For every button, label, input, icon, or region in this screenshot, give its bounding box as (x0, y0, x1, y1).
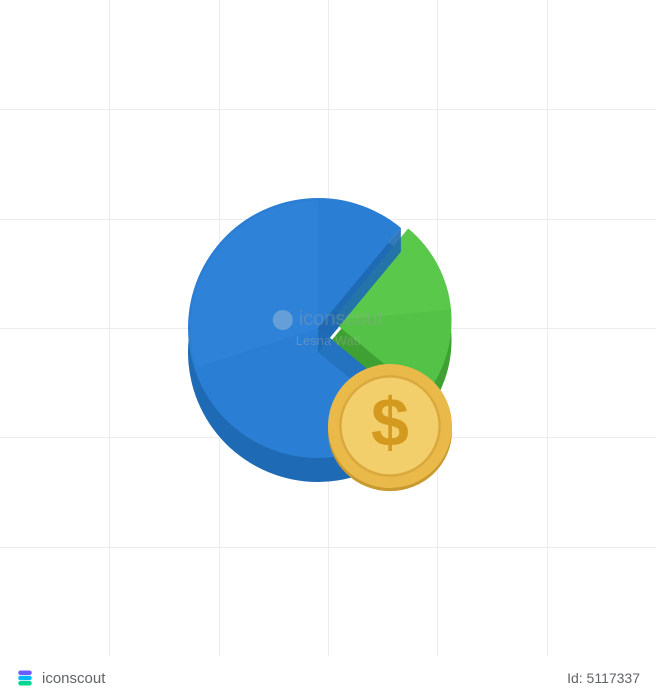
preview-canvas: $ iconscout Lesna Wati (0, 0, 656, 656)
footer-id-value: 5117337 (587, 670, 640, 686)
footer-brand-text: iconscout (42, 670, 105, 687)
footer-id-label: Id: (567, 670, 586, 686)
iconscout-logo-icon (16, 669, 34, 687)
footer-brand: iconscout (16, 669, 105, 687)
footer-id: Id: 5117337 (567, 670, 640, 686)
pie-chart-coin-illustration: $ (158, 158, 498, 498)
svg-text:$: $ (371, 385, 409, 461)
footer-bar: iconscout Id: 5117337 (0, 656, 656, 700)
